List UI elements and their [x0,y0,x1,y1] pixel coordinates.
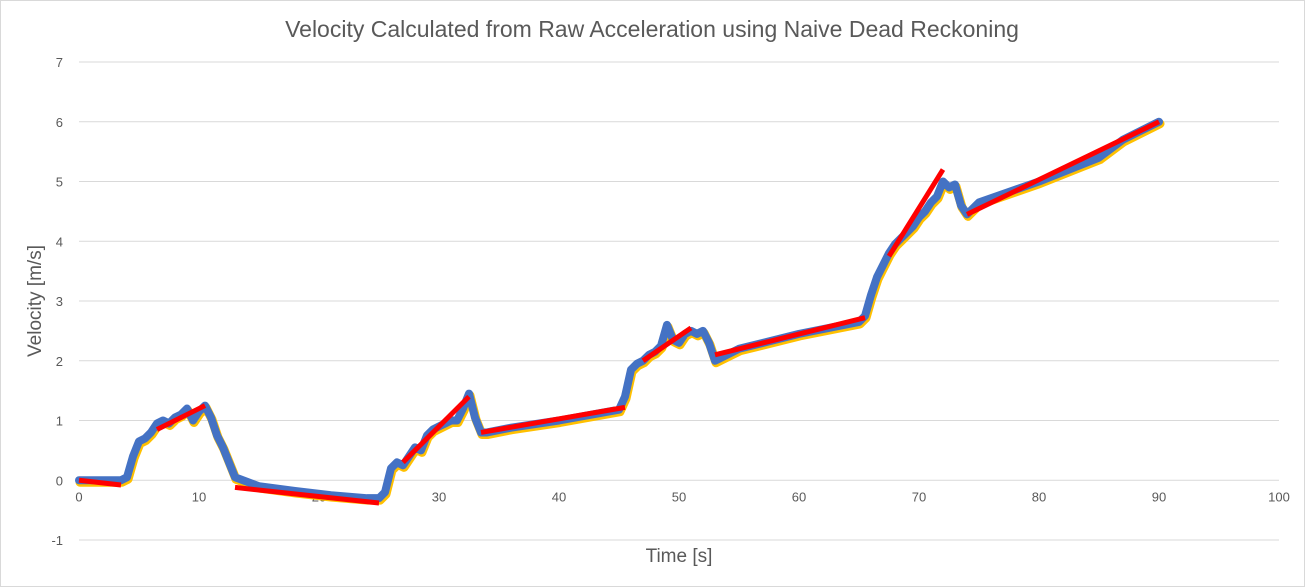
plot-area [75,117,1165,506]
y-axis-title: Velocity [m/s] [25,245,46,357]
fit-segment-line [480,404,626,435]
y-tick-label: 7 [56,55,63,70]
gridlines [79,61,1279,541]
x-tick-label: 50 [672,489,686,504]
y-tick-label: 3 [56,294,63,309]
fit-segment-line [401,394,471,465]
x-axis-title: Time [s] [646,546,713,567]
fit-segment-line [714,315,866,358]
fit-segment-line [234,484,380,506]
x-tick-label: 10 [192,489,206,504]
y-tick-label: 6 [56,115,63,130]
x-tick-label: 40 [552,489,566,504]
chart-title: Velocity Calculated from Raw Acceleratio… [285,16,1019,42]
y-tick-label: -1 [51,533,63,548]
fit-segment-line [155,403,207,432]
measured-velocity-shadow-line [75,119,1165,505]
x-tick-label: 30 [432,489,446,504]
measured-velocity-line [75,117,1163,503]
fit-segment-line [641,325,693,363]
y-tick-label: 1 [56,414,63,429]
y-tick-label: 0 [56,473,63,488]
y-tick-labels: -1 0 1 2 3 4 5 6 7 [51,55,63,548]
y-tick-label: 2 [56,354,63,369]
y-tick-label: 5 [56,175,63,190]
x-tick-label: 90 [1152,489,1166,504]
fit-segment-line [965,119,1161,217]
x-tick-label: 60 [792,489,806,504]
x-tick-label: 100 [1268,489,1290,504]
fit-segment-line [78,477,122,488]
fit-segment-line [886,168,946,258]
x-tick-label: 70 [912,489,926,504]
x-tick-label: 0 [75,489,82,504]
x-tick-label: 80 [1032,489,1046,504]
y-tick-label: 4 [56,234,63,249]
